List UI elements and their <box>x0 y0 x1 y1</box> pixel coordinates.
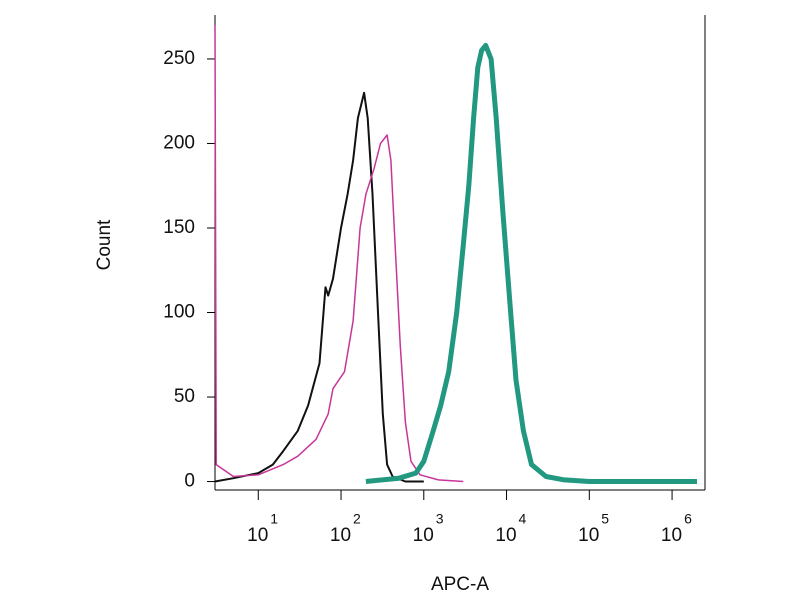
y-tick-label: 100 <box>163 302 195 323</box>
histogram-line <box>365 42 697 484</box>
x-tick-sup: 3 <box>436 511 444 527</box>
x-tick-label: 10 <box>578 525 599 546</box>
x-axis-label: APC-A <box>431 574 489 595</box>
x-tick-sup: 1 <box>270 511 278 527</box>
x-tick-label: 10 <box>661 525 682 546</box>
x-tick-label: 10 <box>495 525 516 546</box>
histogram-line <box>214 25 464 483</box>
y-axis-label: Count <box>94 219 115 270</box>
x-tick-sup: 4 <box>519 511 527 527</box>
y-tick-label: 200 <box>163 132 195 153</box>
y-tick-label: 50 <box>174 386 195 407</box>
histogram-line <box>214 91 424 483</box>
x-tick-label: 10 <box>330 525 351 546</box>
x-tick-label: 10 <box>413 525 434 546</box>
y-tick-label: 150 <box>163 217 195 238</box>
x-tick-sup: 5 <box>601 511 609 527</box>
x-tick-sup: 2 <box>353 511 361 527</box>
y-tick-label: 0 <box>184 471 195 492</box>
x-tick-sup: 6 <box>684 511 692 527</box>
y-tick-label: 250 <box>163 48 195 69</box>
x-tick-label: 10 <box>247 525 268 546</box>
